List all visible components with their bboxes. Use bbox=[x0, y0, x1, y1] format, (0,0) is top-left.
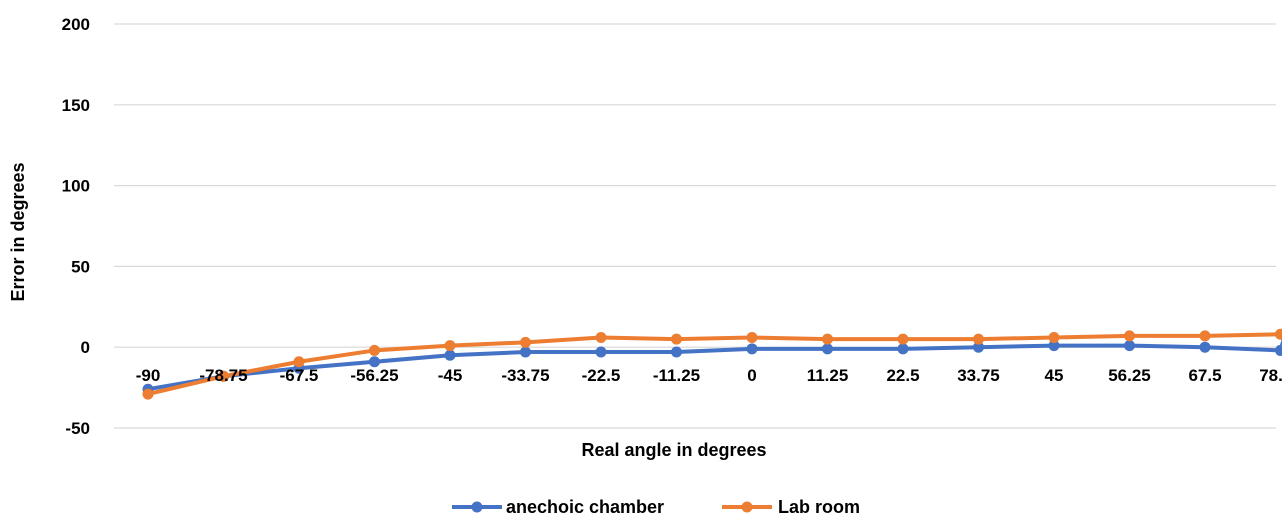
legend-item: Lab room bbox=[722, 497, 860, 517]
y-tick-label: 50 bbox=[71, 257, 90, 276]
x-tick-label: -78.75 bbox=[199, 366, 247, 385]
y-axis-ticks: -50 0 50 100 150 200 bbox=[62, 15, 90, 438]
legend-swatch-marker bbox=[471, 501, 483, 513]
x-tick-label: -33.75 bbox=[501, 366, 549, 385]
data-point bbox=[142, 388, 154, 400]
data-point bbox=[1199, 341, 1211, 353]
x-tick-label: 45 bbox=[1045, 366, 1064, 385]
x-tick-label: -11.25 bbox=[653, 366, 700, 385]
series-0 bbox=[142, 338, 1282, 395]
gridlines bbox=[114, 23, 1276, 429]
data-point bbox=[1275, 328, 1282, 340]
x-tick-label: 22.5 bbox=[886, 366, 919, 385]
legend-swatch-marker bbox=[741, 501, 753, 513]
y-tick-label: 0 bbox=[81, 338, 90, 357]
data-point bbox=[822, 343, 833, 355]
y-axis-title: Error in degrees bbox=[8, 162, 28, 301]
data-point bbox=[595, 346, 607, 358]
data-point bbox=[897, 343, 909, 355]
series-line bbox=[146, 338, 1282, 392]
data-point bbox=[293, 356, 305, 368]
x-tick-label: 11.25 bbox=[807, 366, 849, 385]
x-tick-label: -22.5 bbox=[582, 366, 621, 385]
x-tick-label: 67.5 bbox=[1188, 366, 1221, 385]
x-tick-label: 0 bbox=[747, 366, 756, 385]
data-point bbox=[218, 370, 229, 382]
y-tick-label: -50 bbox=[65, 419, 90, 438]
legend-item: anechoic chamber bbox=[452, 497, 664, 517]
x-tick-label: -45 bbox=[438, 366, 463, 385]
data-point bbox=[973, 333, 984, 345]
data-point bbox=[822, 333, 833, 345]
data-point bbox=[671, 346, 682, 358]
data-point bbox=[444, 340, 456, 352]
x-tick-label: -90 bbox=[136, 366, 161, 385]
x-tick-label: 33.75 bbox=[957, 366, 1000, 385]
data-point bbox=[1124, 340, 1135, 352]
x-tick-label: 78.75 bbox=[1259, 366, 1282, 385]
y-tick-label: 150 bbox=[62, 96, 90, 115]
x-tick-label: -56.25 bbox=[350, 366, 398, 385]
legend: anechoic chamber Lab room bbox=[452, 497, 860, 517]
data-point bbox=[1124, 330, 1135, 342]
y-tick-label: 100 bbox=[62, 177, 90, 196]
series-1 bbox=[142, 328, 1282, 400]
data-point bbox=[1199, 330, 1211, 342]
x-axis-ticks: -90 -78.75 -67.5 -56.25 -45 -33.75 -22.5 -11.25… bbox=[136, 366, 1282, 385]
data-point bbox=[595, 332, 607, 344]
data-point bbox=[444, 349, 456, 361]
data-point bbox=[746, 343, 758, 355]
data-point bbox=[671, 333, 682, 345]
legend-label: Lab room bbox=[778, 497, 860, 517]
data-point bbox=[369, 356, 380, 368]
data-point bbox=[973, 341, 984, 353]
legend-label: anechoic chamber bbox=[506, 497, 664, 517]
x-tick-label: -67.5 bbox=[280, 366, 319, 385]
x-tick-label: 56.25 bbox=[1108, 366, 1151, 385]
x-axis-title: Real angle in degrees bbox=[581, 440, 766, 460]
data-point bbox=[1275, 344, 1282, 356]
data-point bbox=[897, 333, 909, 345]
series-lines bbox=[142, 328, 1282, 400]
data-point bbox=[1048, 340, 1060, 352]
data-point bbox=[746, 332, 758, 344]
data-point bbox=[369, 344, 380, 356]
data-point bbox=[520, 346, 531, 358]
y-tick-label: 200 bbox=[62, 15, 90, 34]
data-point bbox=[1048, 332, 1060, 344]
data-point bbox=[520, 336, 531, 348]
